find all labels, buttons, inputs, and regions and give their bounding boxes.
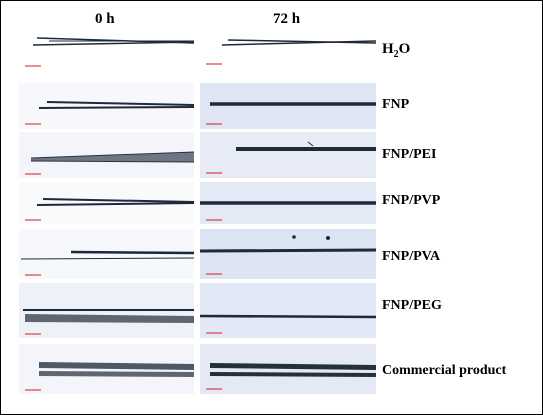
micrograph-h2o-72h (200, 29, 376, 73)
row-label-fnp-pvp: FNP/PVP (382, 193, 441, 208)
micrograph-fnp-72h (200, 83, 376, 129)
row-label-h2o: H2O (382, 41, 411, 60)
row-label-fnp-pva: FNP/PVA (382, 249, 441, 264)
micrograph-fnp-0h (19, 83, 194, 129)
row-label-fnp-peg: FNP/PEG (382, 298, 442, 313)
micrograph-fnp-pvp-0h (19, 182, 194, 224)
micrograph-h2o-0h (19, 29, 194, 73)
row-label-fnp: FNP (382, 97, 410, 112)
column-header-72h: 72 h (273, 11, 301, 27)
row-label-fnp-pei: FNP/PEI (382, 147, 437, 162)
column-header-0h: 0 h (95, 11, 115, 27)
micrograph-fnp-pva-72h (200, 229, 376, 279)
micrograph-fnp-pei-72h (200, 132, 376, 178)
micrograph-fnp-pei-0h (19, 132, 194, 178)
micrograph-fnp-peg-72h (200, 283, 376, 338)
micrograph-fnp-pvp-72h (200, 182, 376, 224)
micrograph-commercial-0h (19, 344, 194, 394)
row-label-commercial-product: Commercial product (382, 363, 507, 378)
micrograph-fnp-peg-0h (19, 283, 194, 338)
micrograph-fnp-pva-0h (19, 229, 194, 279)
micrograph-commercial-72h (200, 344, 376, 394)
